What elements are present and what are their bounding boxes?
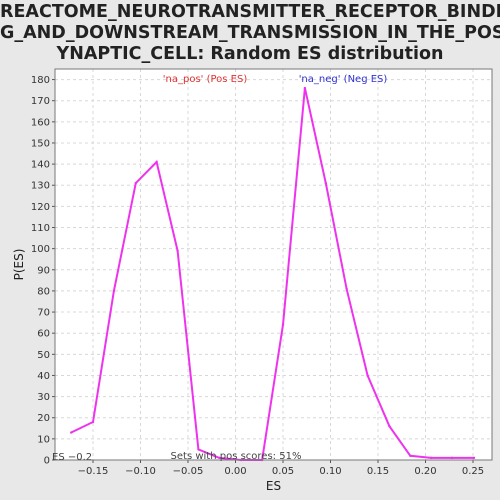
y-tick-label: 10 — [37, 434, 50, 445]
data-point — [345, 287, 348, 291]
y-axis-label: P(ES) — [12, 249, 26, 281]
data-point — [366, 374, 369, 377]
title-line-3: YNAPTIC_CELL: Random ES distribution — [56, 44, 444, 64]
data-point — [281, 323, 285, 326]
data-point — [197, 448, 200, 451]
x-tick-label: 0.10 — [319, 466, 341, 477]
y-tick-label: 80 — [37, 286, 50, 297]
left-marker: ES −0.2 — [52, 452, 92, 463]
data-point — [430, 456, 433, 460]
x-tick-label: 0.20 — [414, 466, 436, 477]
x-axis-label: ES — [266, 479, 281, 493]
x-tick-label: 0.00 — [224, 466, 246, 477]
data-point — [155, 160, 158, 164]
y-tick-label: 40 — [37, 371, 50, 382]
x-axis-ticks: −0.15 −0.10 −0.05 0.00 0.05 0.10 0.15 0.20 0.25 — [78, 460, 484, 477]
data-point — [409, 454, 412, 457]
series-line — [70, 87, 474, 461]
x-tick-label: 0.15 — [367, 466, 389, 477]
x-tick-label: 0.05 — [272, 466, 294, 477]
y-tick-label: 0 — [44, 456, 50, 467]
plot-border — [54, 68, 493, 461]
data-point — [472, 456, 476, 460]
y-tick-label: 100 — [31, 244, 50, 255]
y-tick-label: 150 — [31, 138, 50, 149]
y-tick-label: 120 — [31, 202, 50, 213]
data-point — [324, 181, 327, 185]
x-tick-label: 0.25 — [462, 466, 484, 477]
y-tick-label: 130 — [31, 181, 50, 192]
y-axis-ticks: 0 10 20 30 40 50 60 70 80 90 100 110 120 130 140 150 160… — [31, 75, 55, 467]
y-tick-label: 170 — [31, 96, 50, 107]
y-tick-label: 90 — [37, 265, 50, 276]
y-tick-label: 180 — [31, 75, 50, 86]
neg-es-label: 'na_neg' (Neg ES) — [299, 74, 388, 85]
x-tick-label: −0.05 — [173, 466, 204, 477]
chart-title: REACTOME_NEUROTRANSMITTER_RECEPTOR_BINDI… — [0, 2, 500, 65]
pos-scores-note: Sets with pos scores: 51% — [171, 451, 302, 462]
data-point — [303, 86, 307, 90]
data-point — [176, 249, 179, 252]
x-tick-label: −0.15 — [78, 466, 109, 477]
data-point — [91, 420, 95, 424]
data-point — [450, 456, 454, 460]
y-tick-label: 20 — [37, 413, 50, 424]
pos-es-label: 'na_pos' (Pos ES) — [163, 74, 248, 85]
data-point — [69, 431, 73, 434]
title-line-2: G_AND_DOWNSTREAM_TRANSMISSION_IN_THE_POS… — [0, 23, 500, 43]
y-tick-label: 50 — [37, 350, 50, 361]
data-point — [218, 456, 221, 460]
data-point — [134, 181, 137, 185]
y-tick-label: 30 — [37, 392, 50, 403]
plot-area — [55, 69, 492, 460]
data-point — [388, 424, 391, 428]
y-tick-label: 70 — [37, 308, 50, 319]
y-tick-label: 160 — [31, 117, 50, 128]
x-tick-label: −0.10 — [125, 466, 156, 477]
series-points — [69, 86, 476, 462]
y-tick-label: 60 — [37, 329, 50, 340]
title-line-1: REACTOME_NEUROTRANSMITTER_RECEPTOR_BINDI… — [0, 2, 500, 22]
data-point — [112, 289, 116, 293]
y-tick-label: 140 — [31, 160, 50, 171]
y-tick-label: 110 — [31, 223, 50, 234]
